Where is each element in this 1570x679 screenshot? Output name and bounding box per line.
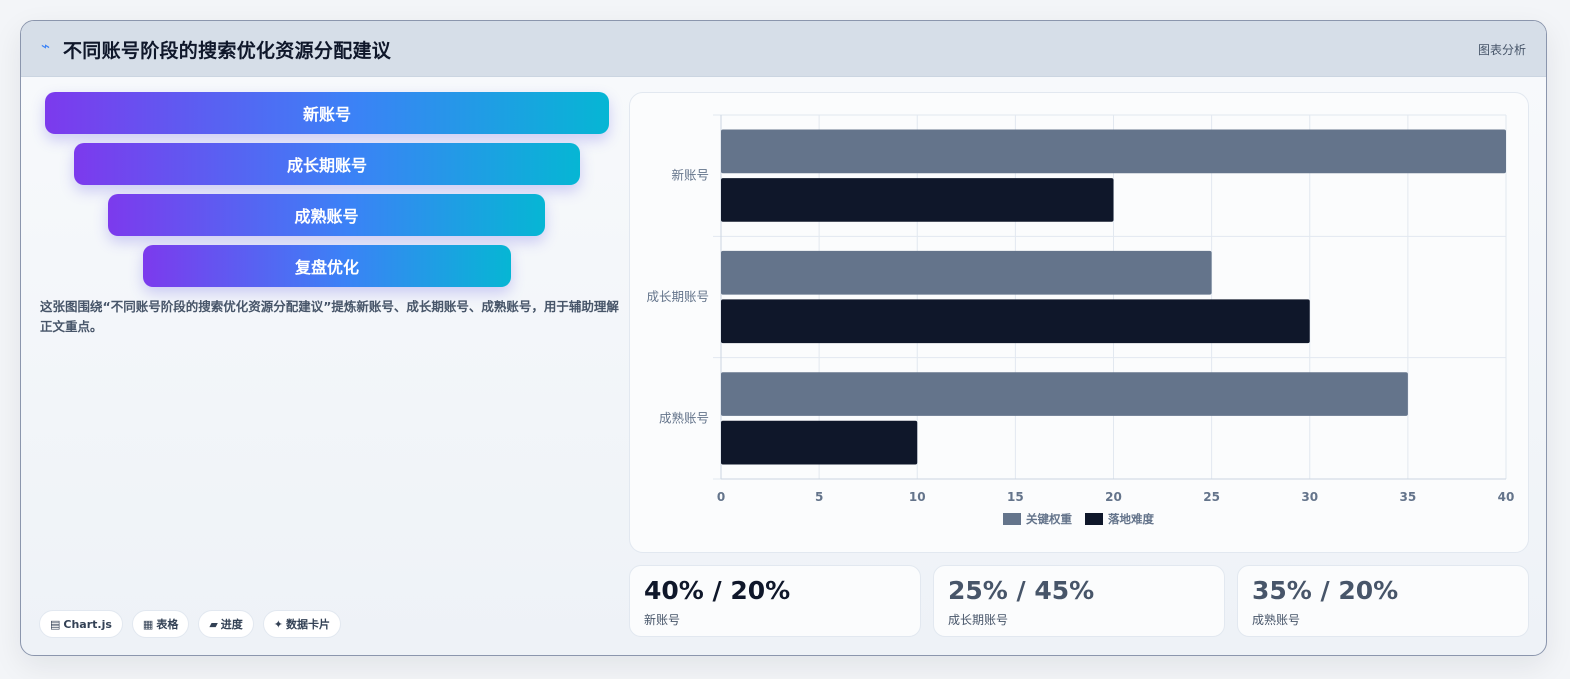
stat-label: 成长期账号: [948, 613, 1009, 627]
x-tick-label: 0: [717, 490, 725, 504]
x-tick-label: 15: [1007, 490, 1024, 504]
bar-difficulty: [721, 178, 1114, 222]
table-icon: ▦: [142, 617, 154, 631]
chip-data-card[interactable]: ✦ 数据卡片: [262, 610, 342, 638]
x-tick-label: 5: [815, 490, 823, 504]
bar-difficulty: [721, 420, 918, 465]
x-tick-label: 10: [909, 490, 926, 504]
lightning-icon: ⌁: [41, 37, 51, 55]
legend-label: 落地难度: [1108, 512, 1154, 526]
chip-table[interactable]: ▦ 表格: [131, 610, 190, 638]
page-title: 不同账号阶段的搜索优化资源分配建议: [63, 40, 392, 62]
stat-label: 成熟账号: [1252, 613, 1301, 627]
legend-swatch: [1085, 513, 1103, 525]
stat-value: 25% / 45%: [948, 576, 1095, 605]
header: ⌁ 不同账号阶段的搜索优化资源分配建议 图表分析: [21, 21, 1546, 77]
x-tick-label: 25: [1203, 490, 1220, 504]
stat-card-growth: 25% / 45% 成长期账号: [933, 565, 1225, 637]
chip-row: ▤ Chart.js ▦ 表格 ▰ 进度 ✦ 数据卡片: [39, 610, 342, 638]
stat-value: 35% / 20%: [1252, 576, 1399, 605]
stat-value: 40% / 20%: [644, 576, 791, 605]
y-tick-label: 成长期账号: [646, 289, 709, 304]
legend-label: 关键权重: [1026, 512, 1072, 526]
description: 这张图围绕“不同账号阶段的搜索优化资源分配建议”提炼新账号、成长期账号、成熟账号…: [40, 299, 619, 334]
funnel-step-review: 复盘优化: [143, 245, 511, 287]
bar-weight: [721, 129, 1506, 174]
chart-icon: ▤: [50, 617, 61, 631]
funnel-step-mature: 成熟账号: [108, 194, 545, 236]
header-tag: 图表分析: [1477, 43, 1526, 57]
stat-label: 新账号: [644, 613, 681, 627]
main-card: ⌁ 不同账号阶段的搜索优化资源分配建议 图表分析 新账号 成长期账号 成熟账号 …: [20, 20, 1547, 656]
chart-panel: 0 5 10 15 20 25 30 35 40 新账号成长期账号成熟账号关键权重 落地难度: [629, 92, 1529, 553]
legend-swatch: [1003, 513, 1021, 525]
stat-card-mature: 35% / 20% 成熟账号: [1237, 565, 1529, 637]
chip-chartjs[interactable]: ▤ Chart.js: [39, 610, 123, 638]
funnel-step-growth: 成长期账号: [74, 143, 580, 185]
x-tick-label: 40: [1498, 490, 1515, 504]
y-tick-label: 成熟账号: [659, 410, 709, 425]
progress-icon: ▰: [209, 617, 218, 631]
y-tick-label: 新账号: [671, 168, 709, 183]
chip-progress[interactable]: ▰ 进度: [198, 610, 254, 638]
bar-weight: [721, 372, 1408, 416]
bar-weight: [721, 250, 1212, 295]
bar-difficulty: [721, 299, 1310, 344]
x-tick-label: 20: [1105, 490, 1122, 504]
x-tick-label: 30: [1301, 490, 1318, 504]
stat-card-new: 40% / 20% 新账号: [629, 565, 921, 637]
sparkle-icon: ✦: [273, 617, 284, 631]
x-tick-label: 35: [1400, 490, 1417, 504]
funnel-step-new: 新账号: [45, 92, 609, 134]
